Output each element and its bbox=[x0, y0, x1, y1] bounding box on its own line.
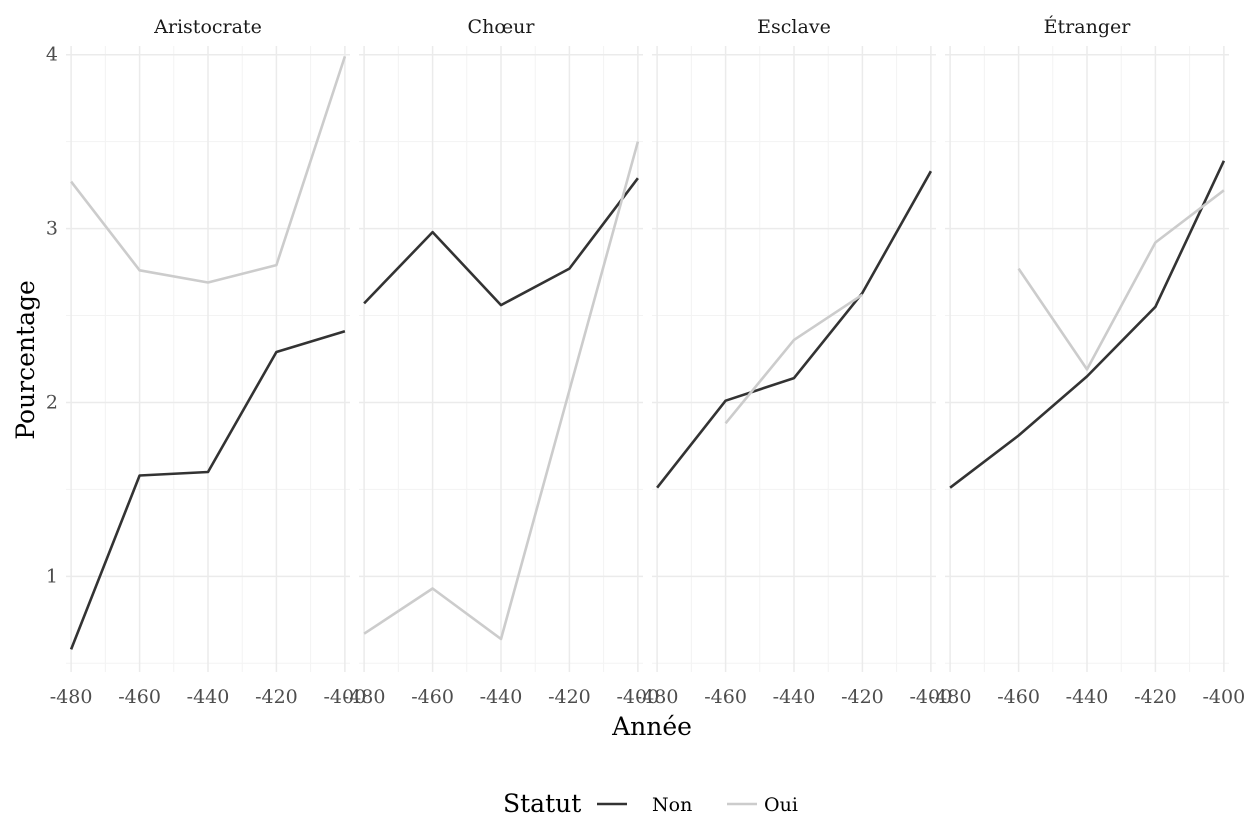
x-tick-label: -480 bbox=[929, 686, 972, 708]
panel-title-choeur: Chœur bbox=[468, 16, 536, 38]
legend-label-oui: Oui bbox=[764, 794, 798, 816]
x-tick-label: -440 bbox=[773, 686, 816, 708]
x-tick-label: -400 bbox=[617, 686, 660, 708]
x-tick-label: -480 bbox=[343, 686, 386, 708]
x-tick-label: -440 bbox=[187, 686, 230, 708]
x-axis-title: Année bbox=[611, 712, 692, 741]
x-tick-label: -440 bbox=[480, 686, 523, 708]
panel-choeur: Chœur -480 -460 -440 -420 -400 bbox=[343, 16, 659, 708]
x-tick-label: -420 bbox=[255, 686, 298, 708]
x-tick-label: -460 bbox=[704, 686, 747, 708]
x-tick-label: -420 bbox=[841, 686, 884, 708]
series-line-oui-esclave bbox=[724, 293, 864, 425]
panel-title-etranger: Étranger bbox=[1044, 15, 1132, 38]
y-tick-label: 3 bbox=[46, 218, 58, 240]
x-tick-label: -480 bbox=[636, 686, 679, 708]
x-tick-label: -460 bbox=[118, 686, 161, 708]
x-tick-label: -400 bbox=[324, 686, 367, 708]
legend-title: Statut bbox=[503, 789, 581, 818]
x-tick-label: -420 bbox=[548, 686, 591, 708]
panel-etranger: Étranger -480 -460 -440 -420 -400 bbox=[929, 15, 1245, 708]
panel-aristocrate: Aristocrate -480 -460 -440 -420 -400 1 2 3 4 bbox=[46, 16, 366, 708]
series-line-oui-aristocrate bbox=[70, 55, 347, 284]
series-line-oui-etranger bbox=[1017, 189, 1225, 371]
x-tick-label: -460 bbox=[997, 686, 1040, 708]
x-tick-label: -460 bbox=[411, 686, 454, 708]
y-tick-label: 4 bbox=[46, 44, 58, 66]
panel-title-aristocrate: Aristocrate bbox=[153, 16, 262, 38]
panels-layer: Aristocrate -480 -460 -440 -420 -400 1 2 3 4 Chœur… bbox=[46, 15, 1245, 708]
x-tick-label: -420 bbox=[1134, 686, 1177, 708]
series-line-non-etranger bbox=[949, 160, 1226, 489]
legend: Statut Non Oui bbox=[503, 789, 798, 818]
y-axis-title: Pourcentage bbox=[11, 280, 40, 440]
x-tick-label: -440 bbox=[1066, 686, 1109, 708]
x-tick-label: -400 bbox=[1203, 686, 1246, 708]
y-tick-label: 2 bbox=[46, 391, 58, 413]
series-line-oui-choeur bbox=[363, 141, 640, 641]
legend-label-non: Non bbox=[652, 794, 692, 816]
series-line-non-aristocrate bbox=[69, 329, 346, 650]
series-line-non-esclave bbox=[656, 170, 933, 489]
x-tick-label: -480 bbox=[50, 686, 93, 708]
y-tick-label: 1 bbox=[46, 565, 58, 587]
x-tick-label: -400 bbox=[910, 686, 953, 708]
series-line-non-choeur bbox=[363, 177, 639, 307]
panel-title-esclave: Esclave bbox=[757, 16, 831, 38]
panel-esclave: Esclave -480 -460 -440 -420 -400 bbox=[636, 16, 952, 708]
